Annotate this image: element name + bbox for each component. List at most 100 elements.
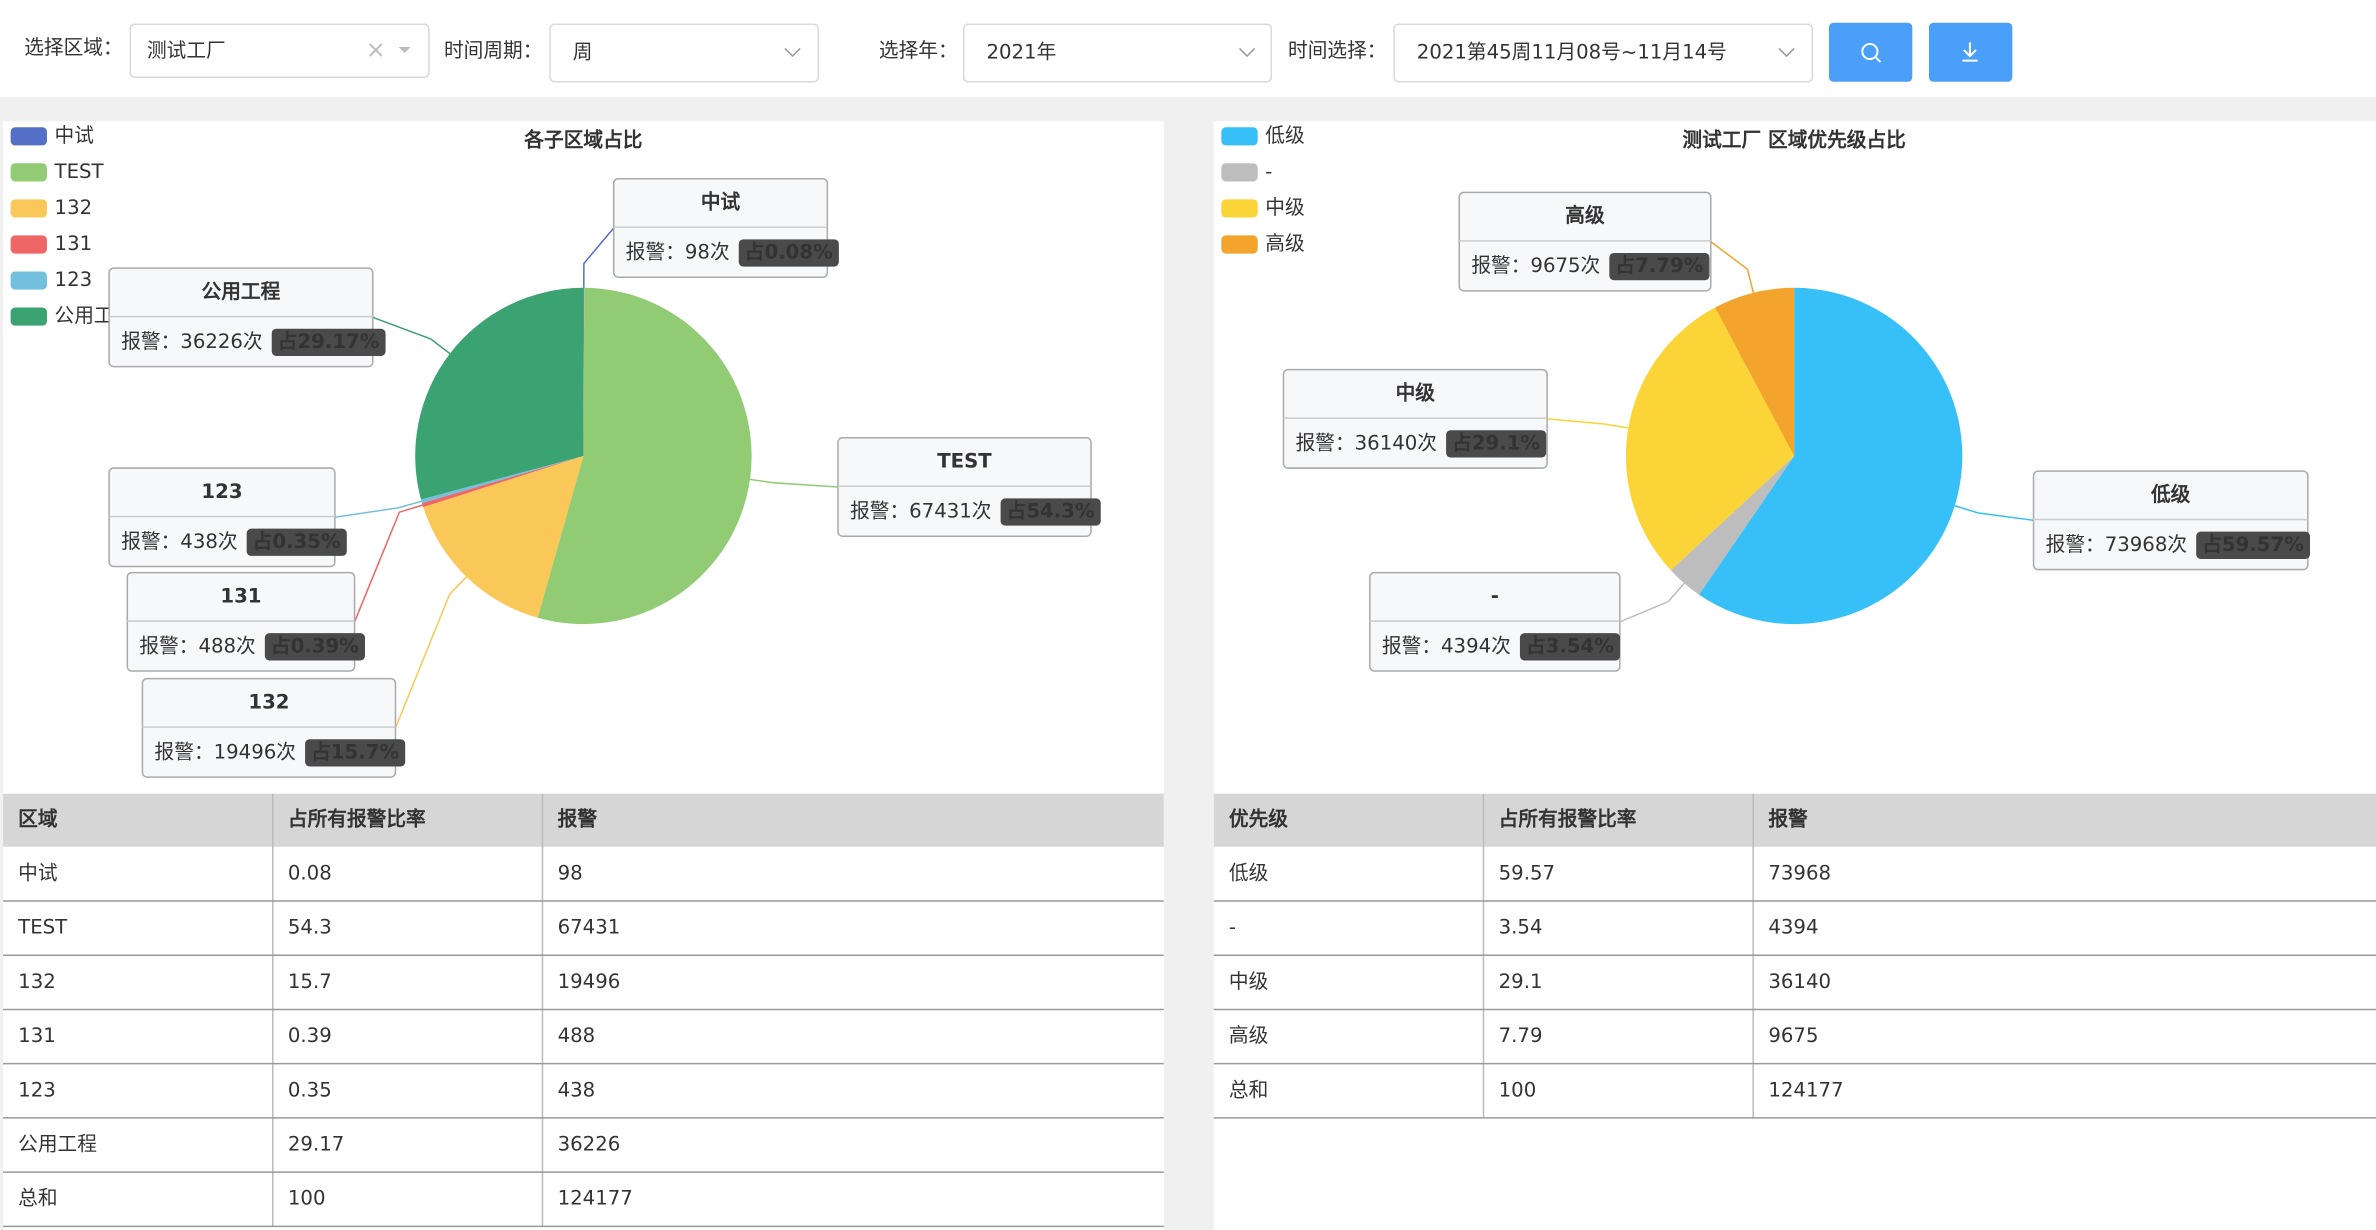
label-name: 中级	[1396, 381, 1436, 404]
share-label: 占29.1%	[1452, 431, 1540, 454]
leader-line	[394, 576, 468, 729]
select-value: 2021第45周11月08号~11月14号	[1417, 41, 1727, 64]
table-cell: 29.1	[1499, 970, 1543, 993]
legend-label: 123	[55, 268, 93, 291]
pie-slice	[537, 287, 752, 625]
legend-label: 中试	[55, 124, 95, 147]
leader-line	[1710, 241, 1755, 294]
dropdown-icon	[398, 46, 411, 54]
share-badge	[2196, 531, 2310, 559]
legend-swatch	[1221, 199, 1258, 218]
label-name: 公用工程	[202, 280, 281, 303]
share-badge	[738, 239, 839, 267]
table-cell: 100	[288, 1187, 326, 1210]
table-cell: 29.17	[288, 1133, 344, 1156]
share-label: 占3.54%	[1526, 634, 1614, 657]
legend-swatch	[10, 127, 47, 146]
share-label: 占59.57%	[2202, 533, 2304, 556]
pie-slice	[423, 455, 584, 618]
leader-line	[583, 227, 615, 288]
year-select[interactable]	[962, 23, 1273, 83]
table-cell: 123	[18, 1078, 56, 1101]
value-label: 报警：36140次	[1296, 431, 1437, 454]
clear-icon[interactable]	[369, 43, 383, 57]
table-cell: TEST	[17, 916, 68, 939]
select-value: 2021年	[986, 41, 1056, 64]
column-header: 报警	[558, 808, 598, 831]
chart-title: 测试工厂 区域优先级占比	[1682, 128, 1905, 151]
share-label: 占15.7%	[311, 740, 399, 763]
share-label: 占0.39%	[271, 634, 359, 657]
legend-label: 高级	[1265, 232, 1304, 255]
table-cell: 131	[18, 1024, 56, 1047]
table-header	[1213, 793, 2376, 847]
period-select[interactable]	[549, 23, 820, 83]
time-select[interactable]	[1393, 23, 1814, 83]
value-label: 报警：488次	[139, 634, 255, 657]
legend-swatch	[1221, 235, 1258, 254]
legend-swatch	[10, 235, 47, 254]
table-cell: 488	[558, 1024, 596, 1047]
table-cell: 98	[558, 861, 583, 884]
table-cell: 15.7	[288, 970, 332, 993]
download-icon	[1962, 42, 1978, 62]
label-name: 132	[248, 690, 289, 713]
legend-label: 132	[55, 196, 93, 219]
leader-line	[1547, 418, 1629, 429]
value-label: 报警：98次	[626, 240, 730, 263]
table-cell: 高级	[1229, 1024, 1268, 1047]
share-badge	[1609, 252, 1710, 281]
region-select[interactable]	[129, 23, 430, 79]
legend-swatch	[1221, 127, 1258, 146]
filter-label: 时间周期：	[444, 39, 542, 62]
pie-slice	[1715, 287, 1795, 456]
share-badge	[246, 528, 347, 556]
table-cell: 0.08	[288, 861, 332, 884]
search-button[interactable]	[1828, 22, 1913, 82]
table-cell: 124177	[1768, 1078, 1843, 1101]
pie-slice	[1698, 287, 1963, 625]
table-cell: 9675	[1768, 1024, 1818, 1047]
label-name: 131	[220, 584, 261, 607]
value-label: 报警：9675次	[1471, 254, 1600, 277]
legend-label: -	[1265, 160, 1272, 183]
table-cell: 总和	[1229, 1078, 1268, 1101]
chevron	[784, 47, 801, 58]
share-label: 占29.17%	[278, 330, 380, 353]
value-label: 报警：36226次	[121, 330, 262, 353]
legend-swatch	[10, 307, 47, 326]
table-cell: -	[1229, 916, 1236, 939]
value-label: 报警：67431次	[850, 499, 991, 522]
pie-slice	[415, 287, 584, 500]
table-cell: 67431	[558, 916, 621, 939]
table-cell: 中级	[1229, 970, 1268, 993]
table-cell: 4394	[1768, 916, 1818, 939]
table-cell: 100	[1499, 1078, 1537, 1101]
legend-label: 中级	[1265, 196, 1304, 219]
legend-swatch	[1221, 163, 1258, 182]
table-cell: 总和	[18, 1187, 57, 1210]
table-cell: 36226	[558, 1133, 621, 1156]
label-name: 低级	[2150, 483, 2191, 506]
legend-swatch	[10, 163, 47, 182]
pie-slice	[1670, 455, 1795, 595]
share-label: 占54.3%	[1007, 499, 1095, 522]
leader-line	[749, 478, 839, 488]
filter-label: 选择年：	[879, 39, 958, 62]
table-cell: 中试	[18, 861, 58, 884]
label-name: -	[1491, 584, 1499, 607]
table-cell: 公用工程	[18, 1133, 97, 1156]
pie-slice	[421, 455, 584, 508]
leader-line	[372, 316, 451, 355]
label-name: TEST	[937, 450, 992, 473]
legend-swatch	[10, 271, 47, 290]
pie-slice	[420, 455, 584, 504]
value-label: 报警：19496次	[155, 740, 296, 763]
search-icon	[1861, 42, 1879, 61]
table-cell: 0.35	[288, 1078, 332, 1101]
share-label: 占0.08%	[745, 240, 833, 263]
leader-line	[1954, 505, 2034, 522]
table-cell: 7.79	[1499, 1024, 1543, 1047]
table-cell: 59.57	[1499, 861, 1555, 884]
search-icon	[1875, 56, 1882, 63]
